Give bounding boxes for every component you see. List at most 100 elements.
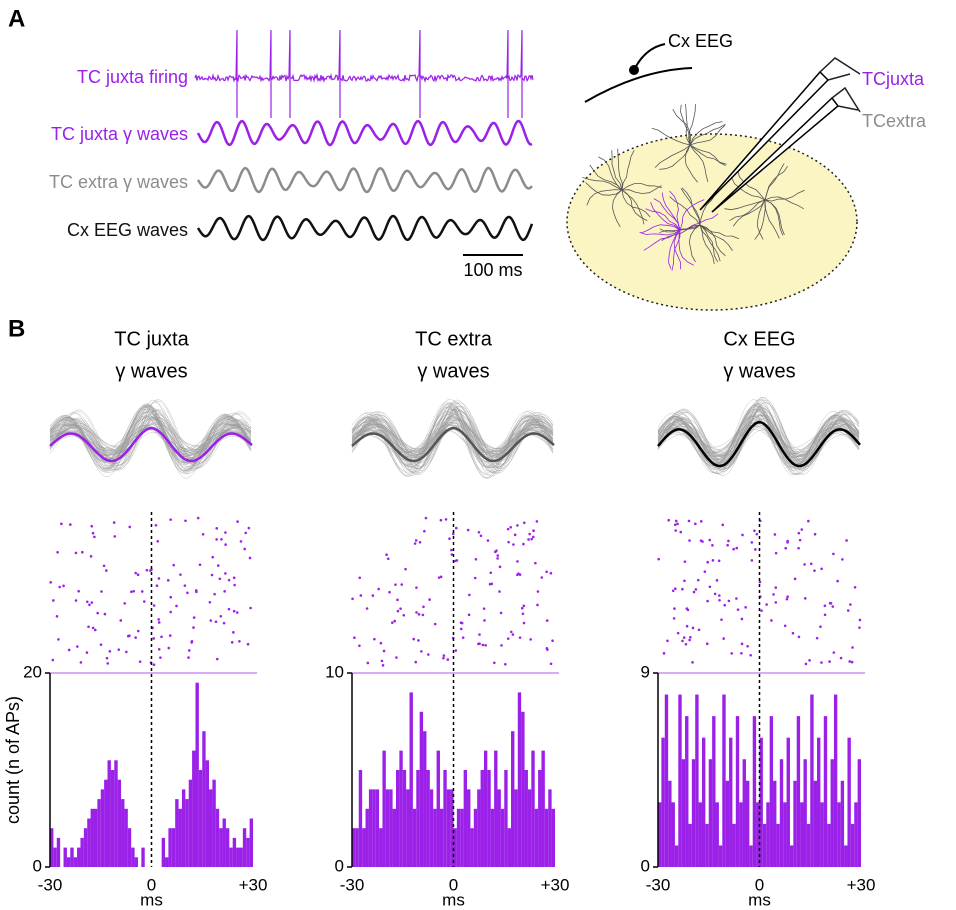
- raster-dot: [551, 639, 554, 642]
- bar: [551, 808, 555, 867]
- raster-dot: [711, 544, 714, 547]
- bar: [110, 770, 115, 867]
- raster-dot: [774, 601, 778, 604]
- raster-dot: [87, 625, 90, 629]
- raster-dot: [530, 537, 534, 541]
- raster-dot: [128, 525, 132, 529]
- dendrite: [679, 213, 719, 231]
- raster-dot: [377, 587, 380, 591]
- raster-dot: [534, 561, 537, 565]
- mean-wave: [49, 426, 253, 463]
- bar: [141, 847, 145, 867]
- dendrite: [729, 199, 766, 222]
- raster-dot: [215, 657, 219, 661]
- wave-trace: [351, 408, 554, 469]
- raster-dot: [91, 626, 95, 630]
- raster-dot: [49, 581, 52, 584]
- wave-trace: [49, 416, 252, 464]
- raster-dot: [687, 519, 691, 523]
- raster-dot: [703, 570, 707, 573]
- raster-dot: [100, 590, 103, 593]
- raster-dot: [496, 554, 500, 557]
- raster-dot: [858, 626, 861, 629]
- raster-dot: [136, 573, 140, 576]
- dendrite: [737, 170, 766, 201]
- dendrite: [699, 224, 718, 263]
- bar: [514, 789, 518, 867]
- raster-dot: [439, 575, 443, 579]
- bar: [202, 731, 206, 867]
- bar: [429, 789, 434, 867]
- trace-label: TC extra γ waves: [49, 172, 188, 192]
- raster-dot: [481, 643, 485, 647]
- raster-dot: [159, 656, 162, 659]
- raster-dot: [400, 583, 404, 586]
- firing-trace: [194, 29, 534, 118]
- raster-dot: [169, 595, 172, 599]
- chart-title: TC extra: [415, 328, 493, 350]
- bar: [487, 770, 491, 867]
- bar: [769, 716, 774, 867]
- dendrite: [611, 189, 623, 228]
- bar: [827, 823, 831, 867]
- dendrite: [732, 199, 766, 227]
- raster-dot: [395, 656, 398, 659]
- bar: [83, 828, 88, 867]
- bar: [215, 808, 220, 867]
- bar: [500, 808, 505, 867]
- raster-dot: [248, 556, 252, 560]
- raster-dot: [671, 589, 675, 593]
- raster-dot: [422, 605, 425, 609]
- raster-dot: [689, 635, 692, 639]
- bar: [490, 808, 495, 867]
- raster-dot: [108, 650, 112, 653]
- raster-dot: [839, 656, 843, 660]
- bar: [847, 737, 851, 867]
- raster-dot: [386, 557, 390, 561]
- bar: [674, 845, 679, 867]
- raster-dot: [451, 532, 455, 536]
- trace-label: TC juxta γ waves: [51, 124, 188, 144]
- raster-dot: [841, 558, 844, 561]
- raster-dot: [220, 537, 223, 541]
- raster-dot: [439, 518, 443, 522]
- bar: [219, 828, 223, 867]
- dendrite: [598, 156, 623, 191]
- bar: [379, 828, 383, 867]
- bar: [209, 789, 213, 867]
- bar: [73, 857, 78, 867]
- bar: [453, 828, 457, 867]
- raster-dot: [418, 540, 422, 544]
- bar: [399, 750, 403, 867]
- bar: [810, 694, 814, 867]
- bar: [511, 731, 515, 867]
- dendrite: [651, 127, 691, 146]
- bar: [188, 779, 193, 867]
- raster-dot: [96, 611, 99, 615]
- bar: [671, 802, 675, 867]
- chart-subtitle: γ waves: [417, 360, 489, 382]
- bar: [850, 823, 855, 867]
- dendrite: [650, 202, 681, 231]
- raster-dot: [688, 638, 691, 642]
- raster-dot: [744, 606, 747, 609]
- raster-dot: [187, 656, 190, 659]
- bar: [752, 716, 757, 867]
- raster-dot: [385, 553, 388, 557]
- raster-dot: [358, 576, 362, 580]
- bar: [181, 789, 186, 867]
- raster-dot: [800, 528, 804, 531]
- bar: [766, 802, 770, 867]
- dendrite: [699, 224, 733, 251]
- raster-dot: [232, 631, 235, 634]
- wire: [831, 86, 861, 113]
- bar: [857, 759, 861, 867]
- raster-dot: [713, 592, 717, 596]
- bar: [494, 750, 498, 867]
- trace-label: Cx EEG waves: [67, 220, 188, 240]
- dendrite: [699, 224, 715, 265]
- raster-dot: [708, 538, 711, 542]
- raster-dot: [359, 594, 363, 597]
- raster-dot: [113, 535, 117, 538]
